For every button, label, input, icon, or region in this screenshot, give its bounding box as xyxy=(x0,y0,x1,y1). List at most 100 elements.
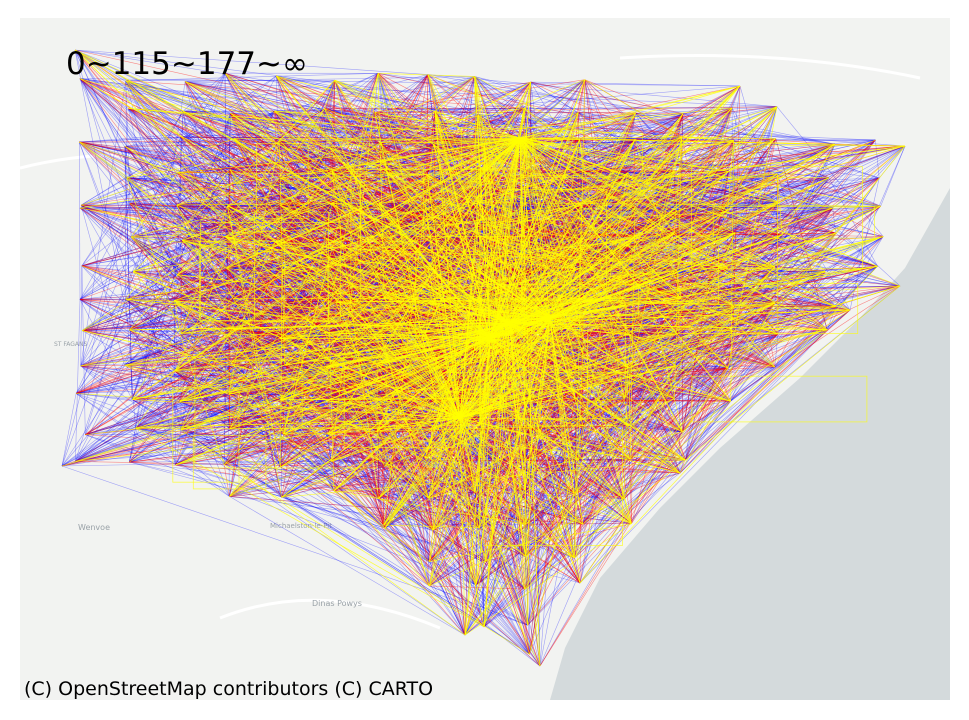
flow-line xyxy=(530,236,884,435)
flow-line xyxy=(524,266,775,461)
flow-line xyxy=(180,136,580,300)
flow-line xyxy=(530,333,779,435)
flow-line xyxy=(539,106,778,667)
flow-line xyxy=(733,140,833,209)
flow-line xyxy=(383,428,432,526)
flow-line xyxy=(74,49,281,206)
flow-line xyxy=(627,367,683,433)
flow-line xyxy=(539,266,776,667)
flow-line xyxy=(125,136,682,300)
flow-line xyxy=(80,365,432,430)
flow-line xyxy=(281,497,386,529)
flow-line xyxy=(126,177,675,399)
flow-line xyxy=(527,140,734,211)
flow-line xyxy=(61,361,232,467)
flow-line xyxy=(733,140,736,234)
flow-line xyxy=(435,239,475,398)
flow-line xyxy=(628,425,683,433)
flow-line xyxy=(135,427,429,499)
flow-line xyxy=(782,145,906,236)
flow-line xyxy=(80,80,127,366)
flow-line xyxy=(331,460,681,474)
flow-line xyxy=(427,268,851,311)
flow-line xyxy=(283,433,482,459)
flow-line xyxy=(131,113,231,400)
place-label-wenvoe: Wenvoe xyxy=(78,523,110,532)
flow-line xyxy=(474,76,629,274)
flow-line xyxy=(677,85,741,212)
flow-line xyxy=(634,236,779,335)
flow-line xyxy=(79,141,625,500)
flow-line xyxy=(224,72,333,171)
flow-line xyxy=(124,172,628,366)
place-label-dinas-powys: Dinas Powys xyxy=(312,599,362,608)
flow-line xyxy=(75,299,81,462)
flow-line xyxy=(835,232,878,267)
flow-line xyxy=(79,142,81,300)
flow-line xyxy=(679,265,878,474)
flow-line xyxy=(849,177,880,311)
flow-line xyxy=(125,73,379,81)
flow-line xyxy=(175,460,526,466)
flow-line xyxy=(132,143,434,272)
flow-line xyxy=(681,171,729,299)
flow-line xyxy=(75,172,179,394)
flow-line xyxy=(676,177,880,271)
flow-line xyxy=(175,397,475,466)
road-line xyxy=(20,153,481,196)
flow-line xyxy=(327,265,466,636)
flow-line xyxy=(233,138,235,299)
flow-line xyxy=(279,140,332,462)
flow-line xyxy=(135,361,480,429)
flow-line xyxy=(126,177,281,468)
flow-line xyxy=(79,141,182,430)
flow-line xyxy=(279,399,530,655)
flow-line xyxy=(464,138,777,636)
flow-line xyxy=(229,496,466,636)
flow-line xyxy=(776,106,884,237)
flow-line xyxy=(429,561,466,636)
flow-line xyxy=(735,139,876,234)
flow-line xyxy=(79,78,741,87)
flow-line xyxy=(733,177,830,307)
flow-line xyxy=(473,397,528,626)
map-canvas[interactable]: Wenvoe Michaelston-le-Pit Dinas Powys ST… xyxy=(20,18,950,700)
flow-line xyxy=(432,398,531,531)
flow-line xyxy=(130,236,434,531)
flow-line xyxy=(464,498,625,636)
flow-line xyxy=(229,142,484,170)
flow-line xyxy=(880,145,906,207)
road-line xyxy=(219,598,441,630)
flow-line xyxy=(679,329,828,474)
flow-line xyxy=(75,393,230,497)
flow-line xyxy=(674,210,678,366)
flow-line xyxy=(229,459,631,497)
flow-line xyxy=(177,108,325,173)
flow-line xyxy=(333,490,466,636)
flow-line xyxy=(125,298,386,529)
flow-line xyxy=(828,177,878,267)
flow-line xyxy=(81,110,275,267)
flow-line xyxy=(578,112,636,140)
flow-line xyxy=(274,110,884,237)
flow-line xyxy=(685,177,830,461)
flow-line xyxy=(230,75,277,114)
flow-line xyxy=(524,107,675,234)
flow-line xyxy=(79,106,777,143)
flow-line xyxy=(378,498,430,562)
flow-line xyxy=(132,171,584,400)
flow-line xyxy=(479,459,686,528)
flow-line xyxy=(174,370,528,626)
flow-line xyxy=(179,401,335,492)
flow-line xyxy=(126,75,277,179)
flow-line xyxy=(61,393,77,467)
flow-line xyxy=(674,207,833,367)
flow-line xyxy=(224,236,282,498)
flow-line xyxy=(174,370,281,468)
flow-line xyxy=(674,232,783,236)
flow-line xyxy=(228,112,375,395)
flow-line xyxy=(485,302,776,562)
flow-line xyxy=(733,140,829,178)
flow-line xyxy=(674,398,731,402)
flow-line xyxy=(182,111,579,113)
